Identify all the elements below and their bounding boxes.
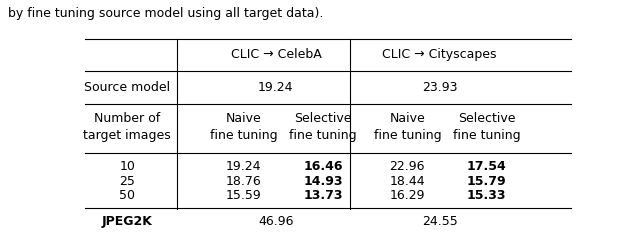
Text: 10: 10 bbox=[119, 160, 135, 173]
Text: 46.96: 46.96 bbox=[258, 215, 294, 228]
Text: 13.73: 13.73 bbox=[303, 189, 343, 202]
Text: 50: 50 bbox=[119, 189, 135, 202]
Text: 24.55: 24.55 bbox=[422, 215, 458, 228]
Text: by fine tuning source model using all target data).: by fine tuning source model using all ta… bbox=[8, 7, 323, 20]
Text: 22.96: 22.96 bbox=[390, 160, 425, 173]
Text: 15.33: 15.33 bbox=[467, 189, 506, 202]
Text: 18.76: 18.76 bbox=[226, 175, 262, 188]
Text: 15.59: 15.59 bbox=[226, 189, 262, 202]
Text: 19.24: 19.24 bbox=[258, 81, 294, 94]
Text: 25: 25 bbox=[119, 175, 135, 188]
Text: 14.93: 14.93 bbox=[303, 175, 343, 188]
Text: 16.46: 16.46 bbox=[303, 160, 343, 173]
Text: JPEG2K: JPEG2K bbox=[102, 215, 152, 228]
Text: Naive
fine tuning: Naive fine tuning bbox=[210, 112, 278, 142]
Text: CLIC → Cityscapes: CLIC → Cityscapes bbox=[382, 48, 497, 61]
Text: 16.29: 16.29 bbox=[390, 189, 425, 202]
Text: 19.24: 19.24 bbox=[226, 160, 261, 173]
Text: Selective
fine tuning: Selective fine tuning bbox=[289, 112, 357, 142]
Text: 23.93: 23.93 bbox=[422, 81, 458, 94]
Text: CLIC → CelebA: CLIC → CelebA bbox=[230, 48, 321, 61]
Text: 18.44: 18.44 bbox=[390, 175, 425, 188]
Text: Naive
fine tuning: Naive fine tuning bbox=[374, 112, 441, 142]
Text: Selective
fine tuning: Selective fine tuning bbox=[453, 112, 520, 142]
Text: 17.54: 17.54 bbox=[467, 160, 507, 173]
Text: Source model: Source model bbox=[84, 81, 170, 94]
Text: 15.79: 15.79 bbox=[467, 175, 506, 188]
Text: Number of
target images: Number of target images bbox=[83, 112, 171, 142]
